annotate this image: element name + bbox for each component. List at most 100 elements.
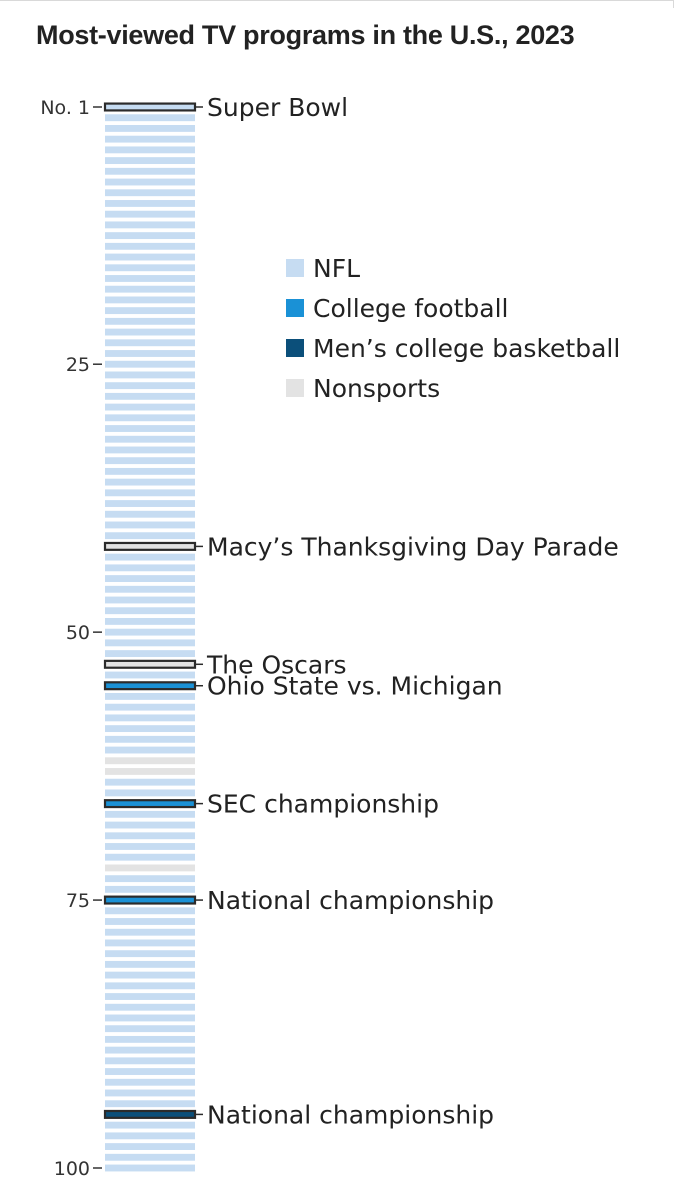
tick-label-1: No. 1: [40, 97, 90, 119]
bar-rank-73: [105, 875, 195, 883]
tick-label-75: 75: [66, 890, 90, 912]
bar-rank-75: [103, 895, 197, 905]
rank-bars: [103, 102, 197, 1172]
bar-rank-97: [105, 1132, 195, 1140]
bar-rank-34: [105, 457, 195, 465]
bar-rank-43: [105, 553, 195, 561]
bar-rank-39: [105, 510, 195, 518]
bar-rank-51: [105, 639, 195, 647]
bar-rank-35: [105, 467, 195, 475]
annotation-label-95: National championship: [207, 1100, 494, 1129]
bar-rank-96: [105, 1121, 195, 1129]
bar-rank-1: [103, 102, 197, 112]
bar-rank-72: [105, 864, 195, 872]
bar-rank-68: [105, 821, 195, 829]
bar-rank-90: [105, 1057, 195, 1065]
bar-rank-100: [105, 1164, 195, 1172]
bar-rank-5: [105, 146, 195, 154]
bar-rank-21: [105, 317, 195, 325]
bar-rank-61: [105, 746, 195, 754]
bar-rank-83: [105, 982, 195, 990]
bar-rank-98: [105, 1143, 195, 1150]
bar-rank-62: [105, 757, 195, 765]
legend-label-mcbb: Men’s college basketball: [313, 334, 620, 363]
tick-label-25: 25: [66, 354, 90, 376]
bar-rank-57: [105, 703, 195, 711]
bar-rank-8: [105, 178, 195, 186]
legend-label-nonsports: Nonsports: [313, 374, 440, 403]
bar-rank-63: [105, 768, 195, 775]
bar-rank-74: [105, 885, 195, 893]
tick-label-50: 50: [66, 622, 90, 644]
bar-rank-32: [105, 435, 195, 443]
bar-rank-82: [105, 971, 195, 979]
bar-rank-42: [103, 541, 197, 551]
bar-rank-7: [105, 167, 195, 175]
bar-rank-69: [105, 832, 195, 840]
bar-rank-88: [105, 1035, 195, 1043]
bar-rank-24: [105, 350, 195, 357]
tick-label-100: 100: [54, 1158, 90, 1180]
bar-rank-9: [105, 189, 195, 197]
bar-rank-20: [105, 307, 195, 315]
bar-rank-29: [105, 403, 195, 411]
bar-rank-12: [105, 221, 195, 229]
annotation-label-1: Super Bowl: [207, 93, 348, 122]
bar-rank-77: [105, 918, 195, 925]
bar-rank-11: [105, 210, 195, 218]
bar-rank-85: [105, 1003, 195, 1011]
bar-rank-78: [105, 928, 195, 936]
annotations: Super Bowl Macy’s Thanksgiving Day Parade…: [195, 93, 619, 1129]
bar-rank-60: [105, 735, 195, 743]
bar-rank-79: [105, 939, 195, 947]
legend: NFL College football Men’s college basketb…: [286, 254, 620, 403]
bar-rank-99: [105, 1153, 195, 1161]
bar-rank-93: [105, 1089, 195, 1097]
bar-rank-27: [105, 382, 195, 390]
bar-rank-92: [105, 1078, 195, 1086]
bar-rank-3: [105, 125, 195, 132]
bar-rank-47: [105, 596, 195, 604]
bar-rank-41: [105, 532, 195, 540]
bar-rank-25: [105, 360, 195, 368]
bar-rank-58: [105, 714, 195, 722]
legend-swatch-nonsports: [286, 379, 304, 397]
bar-rank-26: [105, 371, 195, 379]
bar-rank-94: [105, 1100, 195, 1108]
bar-rank-10: [105, 200, 195, 207]
bar-rank-52: [105, 650, 195, 658]
bar-rank-55: [103, 681, 197, 691]
bar-rank-48: [105, 607, 195, 615]
bar-rank-84: [105, 993, 195, 1000]
legend-swatch-mcbb: [286, 339, 304, 357]
bar-rank-49: [105, 617, 195, 625]
bar-rank-23: [105, 339, 195, 347]
bar-rank-95: [103, 1109, 197, 1119]
bar-rank-71: [105, 853, 195, 861]
annotation-label-53: The Oscars: [206, 650, 347, 679]
bar-rank-89: [105, 1046, 195, 1054]
bar-rank-87: [105, 1025, 195, 1033]
bar-rank-91: [105, 1068, 195, 1075]
bar-rank-66: [103, 799, 197, 809]
top-rule: [0, 0, 674, 1]
legend-label-college: College football: [313, 294, 509, 323]
bar-rank-6: [105, 157, 195, 165]
bar-rank-70: [105, 843, 195, 850]
bar-rank-4: [105, 135, 195, 143]
bar-rank-64: [105, 778, 195, 786]
bar-rank-37: [105, 489, 195, 497]
bar-rank-67: [105, 810, 195, 818]
bar-rank-13: [105, 232, 195, 240]
bar-rank-18: [105, 285, 195, 293]
bar-rank-44: [105, 564, 195, 572]
bar-rank-22: [105, 328, 195, 336]
bar-rank-30: [105, 414, 195, 422]
bar-rank-86: [105, 1014, 195, 1022]
bar-rank-28: [105, 392, 195, 400]
bar-rank-54: [105, 671, 195, 679]
bar-rank-40: [105, 521, 195, 529]
bar-rank-2: [105, 114, 195, 122]
chart-title: Most-viewed TV programs in the U.S., 202…: [36, 20, 575, 50]
annotation-label-55: Ohio State vs. Michigan: [207, 672, 503, 701]
